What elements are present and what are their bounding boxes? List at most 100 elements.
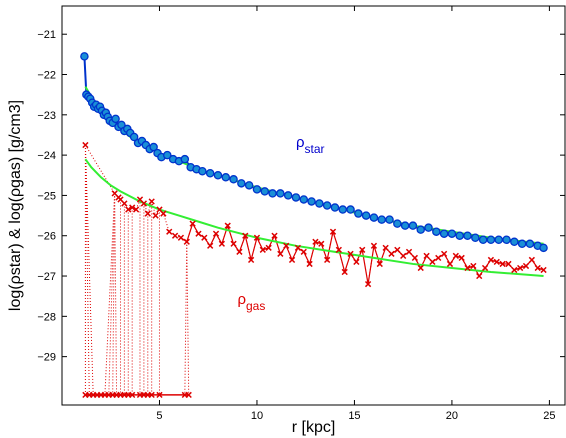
y-tick-label: −25 [37, 190, 56, 202]
y-tick-label: −21 [37, 29, 56, 41]
star-point [439, 229, 449, 238]
fit-curve [84, 158, 544, 278]
star-point [447, 229, 457, 238]
gas-point [359, 246, 366, 253]
gas-point [224, 222, 231, 229]
gas-point [125, 206, 132, 213]
star-point [213, 171, 223, 180]
x-tick-label: 15 [348, 410, 360, 422]
gas-point [499, 260, 506, 268]
gas-point [140, 200, 148, 207]
star-point [283, 191, 293, 200]
star-point [244, 181, 254, 190]
star-point [163, 150, 172, 160]
gas-point [370, 242, 378, 249]
gas-point [312, 238, 319, 245]
gas-point [446, 260, 454, 268]
gas-point [341, 268, 348, 276]
gas-point [183, 238, 190, 245]
star-point [486, 235, 496, 245]
y-tick-label: −22 [37, 70, 56, 82]
gas-point [300, 248, 307, 255]
gas-point [335, 246, 342, 253]
gas-point [253, 234, 261, 241]
star-point [393, 219, 402, 228]
star-point [276, 189, 285, 198]
gas-point [207, 242, 214, 249]
gas-point [171, 232, 179, 239]
gas-low-point [156, 391, 163, 399]
star-point [354, 209, 363, 218]
gas-point [277, 250, 284, 257]
star-point [471, 233, 480, 242]
star-point [330, 203, 340, 212]
gas-point [382, 244, 389, 251]
star-point [478, 235, 488, 245]
star-point [315, 199, 324, 208]
gas-point [148, 198, 155, 205]
star-point [361, 211, 371, 220]
y-tick-label: −28 [37, 311, 56, 323]
gas-point [452, 252, 459, 260]
star-point [198, 166, 207, 176]
gas-point [505, 260, 512, 268]
gas-point [353, 258, 360, 266]
gas-drop-line [112, 193, 116, 395]
x-tick-label: 25 [543, 410, 555, 422]
gas-point [189, 220, 196, 227]
gas-point [294, 244, 302, 251]
star-point [494, 235, 503, 245]
gas-point [481, 264, 489, 272]
gas-point [236, 248, 243, 255]
star-point [408, 221, 418, 230]
y-tick-label: −24 [37, 150, 56, 162]
gas-point [218, 240, 225, 247]
gas-point [476, 272, 483, 280]
gas-point [394, 246, 401, 253]
star-point [369, 213, 379, 222]
x-tick-label: 10 [251, 410, 263, 422]
star-point [502, 235, 511, 245]
star-point [322, 201, 332, 210]
star-point [291, 193, 301, 202]
gas-point [318, 240, 325, 247]
gas-drop-line [108, 193, 116, 395]
y-axis-label: log(ρstar) & log(ρgas) [g/cm3] [7, 100, 24, 311]
gas-point [160, 210, 167, 217]
gas-point [458, 254, 465, 262]
star-point [424, 223, 433, 232]
gas-point [242, 232, 249, 239]
gas-point [400, 252, 407, 260]
star-point [338, 205, 347, 214]
x-tick-label: 20 [446, 410, 458, 422]
gas-point [540, 266, 547, 274]
star-point [416, 225, 425, 234]
gas-point [288, 256, 296, 264]
gas-point [405, 248, 413, 255]
star-point [237, 179, 246, 188]
gas-point [470, 262, 477, 270]
gas-point [201, 234, 208, 241]
y-tick-label: −27 [37, 271, 56, 283]
x-tick-label: 5 [156, 410, 162, 422]
star-point [260, 187, 270, 196]
gas-point [417, 264, 424, 272]
gas-point [511, 266, 518, 274]
gas-point [440, 250, 448, 257]
series-annotation-subscript: star [305, 142, 325, 156]
y-tick-label: −26 [37, 231, 56, 243]
gas-point [534, 264, 541, 272]
gas-point [166, 228, 173, 235]
x-axis-label: r [kpc] [292, 419, 336, 436]
star-point [517, 239, 527, 249]
gas-drop-line [104, 193, 116, 395]
series-annotation-subscript: gas [246, 299, 265, 313]
gas-point [347, 250, 354, 257]
star-point [80, 52, 89, 61]
gas-low-point [148, 391, 155, 399]
star-point [180, 154, 190, 164]
gas-point [423, 252, 430, 260]
gas-point [132, 206, 140, 213]
star-point [229, 175, 238, 184]
